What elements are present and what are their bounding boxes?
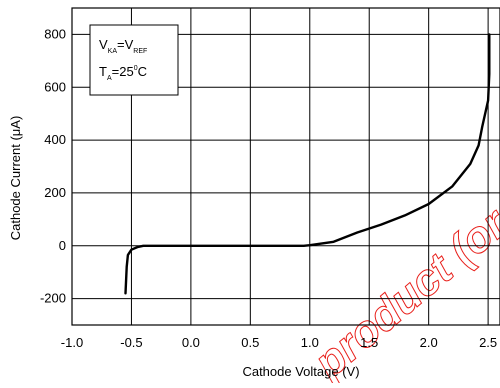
legend-vka: VKA=VREF	[99, 37, 147, 55]
y-tick-label: -200	[40, 291, 66, 306]
y-tick-label: 800	[44, 26, 66, 41]
cathode-current-curve	[124, 33, 491, 295]
x-tick-label: 0.0	[182, 335, 200, 350]
x-axis-label: Cathode Voltage (V)	[242, 364, 359, 379]
x-tick-label: 2.0	[420, 335, 438, 350]
x-tick-label: 2.5	[479, 335, 497, 350]
x-tick-label: 1.5	[360, 335, 378, 350]
x-tick-label: 1.0	[301, 335, 319, 350]
legend-ta: TA=250C	[99, 64, 147, 82]
y-tick-label: 600	[44, 79, 66, 94]
y-tick-label: 200	[44, 185, 66, 200]
watermark-text: product (or pro t are n	[304, 53, 500, 383]
curve-layer	[124, 33, 491, 295]
watermark: product (or pro t are n	[304, 53, 500, 388]
x-tick-label: -0.5	[120, 335, 142, 350]
tick-labels: -1.0 -0.5 0.0 0.5 1.0 1.5 2.0 2.5 -200 0 200 400 600…	[40, 26, 497, 350]
x-tick-label: -1.0	[61, 335, 83, 350]
grid	[71, 8, 500, 325]
y-tick-label: 0	[59, 238, 66, 253]
y-axis-label: Cathode Current (μA)	[8, 116, 23, 241]
legend: VKA=VREF TA=250C	[89, 24, 179, 96]
plot-frame	[71, 7, 500, 326]
y-tick-label: 400	[44, 132, 66, 147]
x-tick-label: 0.5	[241, 335, 259, 350]
legend-box	[89, 24, 179, 96]
